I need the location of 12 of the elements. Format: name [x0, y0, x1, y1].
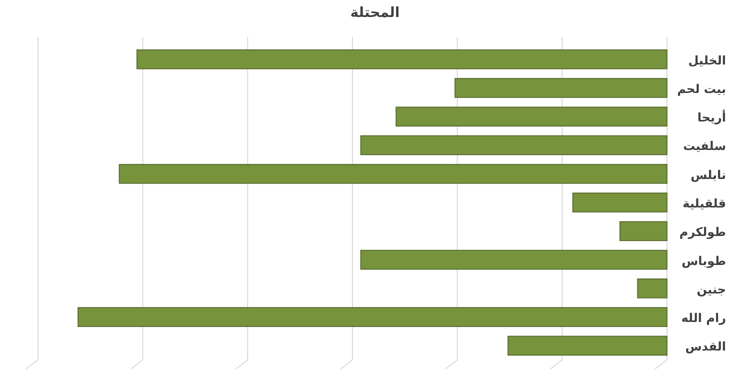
y-tick-label: قلقيلية: [682, 196, 726, 210]
y-tick-label: الخليل: [688, 53, 726, 68]
chart-title: المحتلة: [350, 5, 400, 21]
y-tick-label: القدس: [685, 340, 726, 354]
y-tick-label: أريحا: [697, 110, 726, 125]
y-tick-label: طوباس: [682, 254, 726, 268]
y-tick-label: سلفيت: [683, 139, 726, 154]
y-tick-label: نابلس: [690, 168, 726, 182]
y-tick-label: جنين: [696, 282, 726, 296]
y-tick-label: طولكرم: [679, 225, 726, 240]
y-tick-label: رام الله: [681, 311, 726, 326]
y-tick-label: بيت لحم: [677, 82, 726, 96]
